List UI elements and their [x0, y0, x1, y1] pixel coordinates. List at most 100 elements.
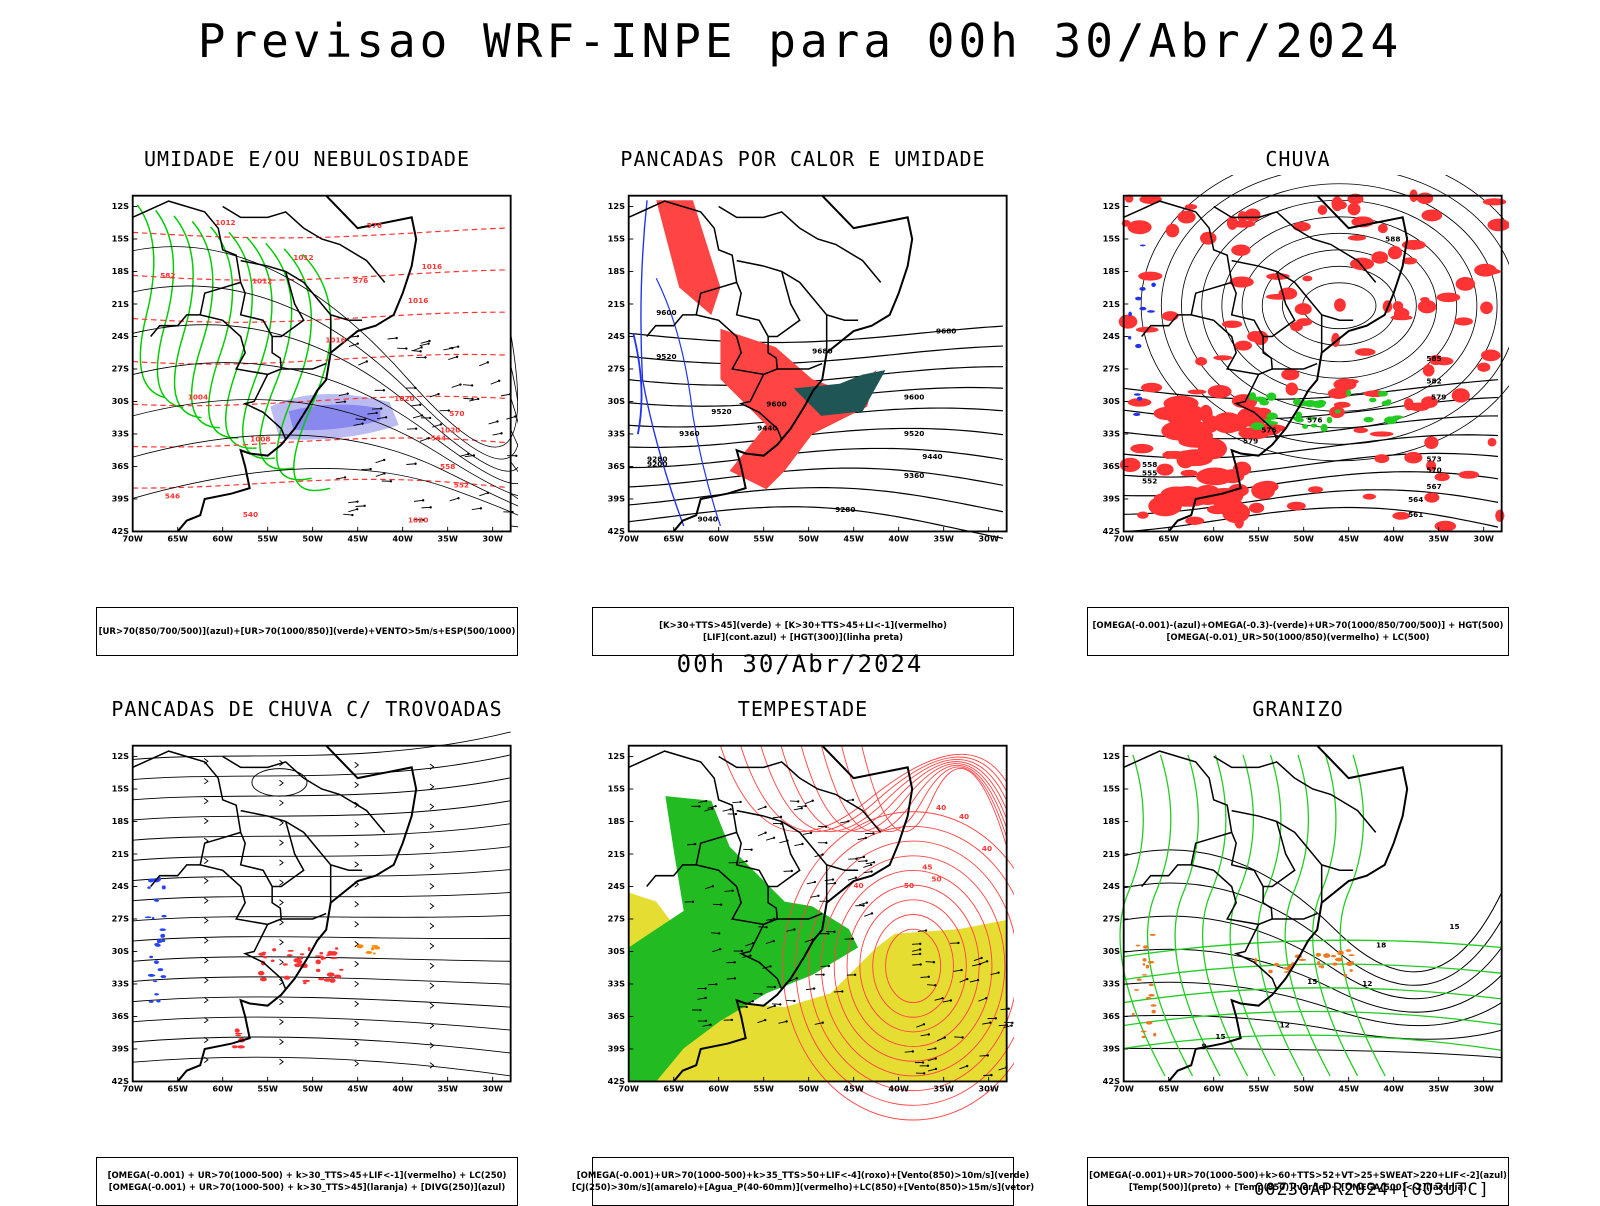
omega-blue-area [1137, 397, 1143, 401]
divergence-blue [159, 928, 165, 931]
lat-tick-label: 12S [1103, 201, 1120, 211]
wind-vector-head [801, 807, 803, 809]
lat-tick-label: 18S [608, 816, 625, 826]
rain-area [1141, 383, 1162, 393]
wind-vector [790, 801, 798, 802]
omega-area [1143, 963, 1145, 966]
omega-area [1274, 963, 1280, 966]
storm-red [232, 1045, 238, 1048]
lon-tick-label: 30W [978, 1084, 999, 1094]
wind-vector-head [765, 926, 767, 928]
legend-line: [OMEGA(-0.001) + UR>70(1000-500) + k>30_… [109, 1182, 505, 1194]
wind-vector-head [705, 800, 707, 802]
humid-low-contour [243, 238, 275, 459]
wind-vector-head [356, 500, 358, 502]
lon-tick-label: 65W [1158, 1084, 1179, 1094]
wind-vector-head [785, 1020, 787, 1022]
wind-vector-head [985, 997, 987, 999]
map-tempestade: 4040454050504012S15S18S21S24S27S30S33S36… [592, 725, 1014, 1137]
divergence-blue [162, 885, 166, 889]
storm-red [271, 959, 275, 962]
storm-orange [366, 951, 373, 954]
rain-area [1481, 350, 1500, 362]
omega-area [1150, 934, 1156, 936]
streamline-arrow [279, 880, 283, 886]
streamline-arrow [430, 903, 434, 909]
lat-tick-label: 15S [1103, 784, 1120, 794]
humid-low-contour [156, 210, 184, 407]
wind-vector-head [865, 860, 867, 862]
contour-label: 579 [1431, 392, 1446, 401]
wind-vector-head [704, 997, 706, 999]
lon-tick-label: 30W [482, 1084, 503, 1094]
rain-area [1207, 505, 1229, 514]
streamline-arrow [355, 1001, 359, 1007]
contour-label: 9520 [711, 407, 731, 416]
rain-area [1456, 277, 1475, 291]
rain-area [1302, 276, 1312, 282]
wind-vector-head [862, 904, 864, 906]
contour-label: 564 [1408, 495, 1423, 504]
wind-vector-head [814, 881, 816, 883]
wind-vector-head [912, 1050, 914, 1052]
streamline-arrow [430, 1003, 434, 1009]
lat-tick-label: 18S [608, 266, 625, 276]
water-contour [842, 746, 1007, 838]
wind-vector [463, 385, 472, 386]
lat-tick-label: 27S [608, 914, 625, 924]
streamline-arrow [430, 943, 434, 949]
storm-orange [371, 947, 374, 950]
wind-vector-head [709, 1024, 711, 1026]
thickness-contour [133, 479, 507, 488]
lon-tick-label: 45W [843, 1084, 864, 1094]
wind-vector [492, 433, 501, 435]
wind-vector-head [364, 418, 366, 420]
wind-vector-head [704, 987, 706, 989]
lat-tick-label: 39S [1103, 1044, 1120, 1054]
streamline-arrow [279, 1019, 283, 1025]
rain-area [1420, 297, 1429, 302]
wind-vector [406, 464, 415, 465]
contour-label: 9040 [698, 514, 718, 523]
wind-vector-head [357, 335, 359, 337]
rain-area [1474, 264, 1497, 277]
divergence-blue [160, 934, 165, 938]
wind-vector-head [866, 901, 868, 903]
rain-area [1495, 510, 1504, 522]
omega-area [1148, 994, 1154, 997]
lon-tick-label: 45W [843, 534, 864, 544]
contour-label: 1008 [250, 435, 270, 444]
streamline [133, 801, 511, 820]
omega-area [1151, 1004, 1157, 1007]
wind-vector-head [731, 890, 733, 892]
contour-label: 1020 [394, 394, 414, 403]
rain-area [1370, 431, 1394, 436]
wind-vector [479, 362, 488, 365]
streamline-arrow [279, 999, 283, 1005]
temp850-contour [1120, 755, 1165, 1076]
wind-vector-head [927, 1065, 929, 1067]
wind-vector-head [919, 948, 921, 950]
lon-tick-label: 40W [392, 1084, 413, 1094]
rain-area [1157, 464, 1174, 476]
wind-vector-head [927, 976, 929, 978]
divergence-blue [158, 968, 164, 971]
rain-area [1417, 192, 1434, 204]
wind-vector-head [437, 393, 439, 395]
streamline-arrow [204, 918, 208, 924]
wind-vector [472, 508, 481, 509]
rain-area [1421, 209, 1442, 221]
wind-vector-head [865, 837, 867, 839]
storm-red [335, 947, 338, 950]
divergence-blue [154, 960, 159, 964]
lat-tick-label: 27S [608, 364, 625, 374]
lat-tick-label: 36S [112, 461, 129, 471]
wind-vector-head [730, 808, 732, 810]
lon-tick-label: 35W [1428, 1084, 1449, 1094]
state-border [1232, 811, 1295, 887]
wind-vector [465, 455, 474, 456]
rain-area [1404, 452, 1422, 464]
wind-vector-head [966, 978, 968, 980]
contour-label: 1016 [422, 262, 442, 271]
